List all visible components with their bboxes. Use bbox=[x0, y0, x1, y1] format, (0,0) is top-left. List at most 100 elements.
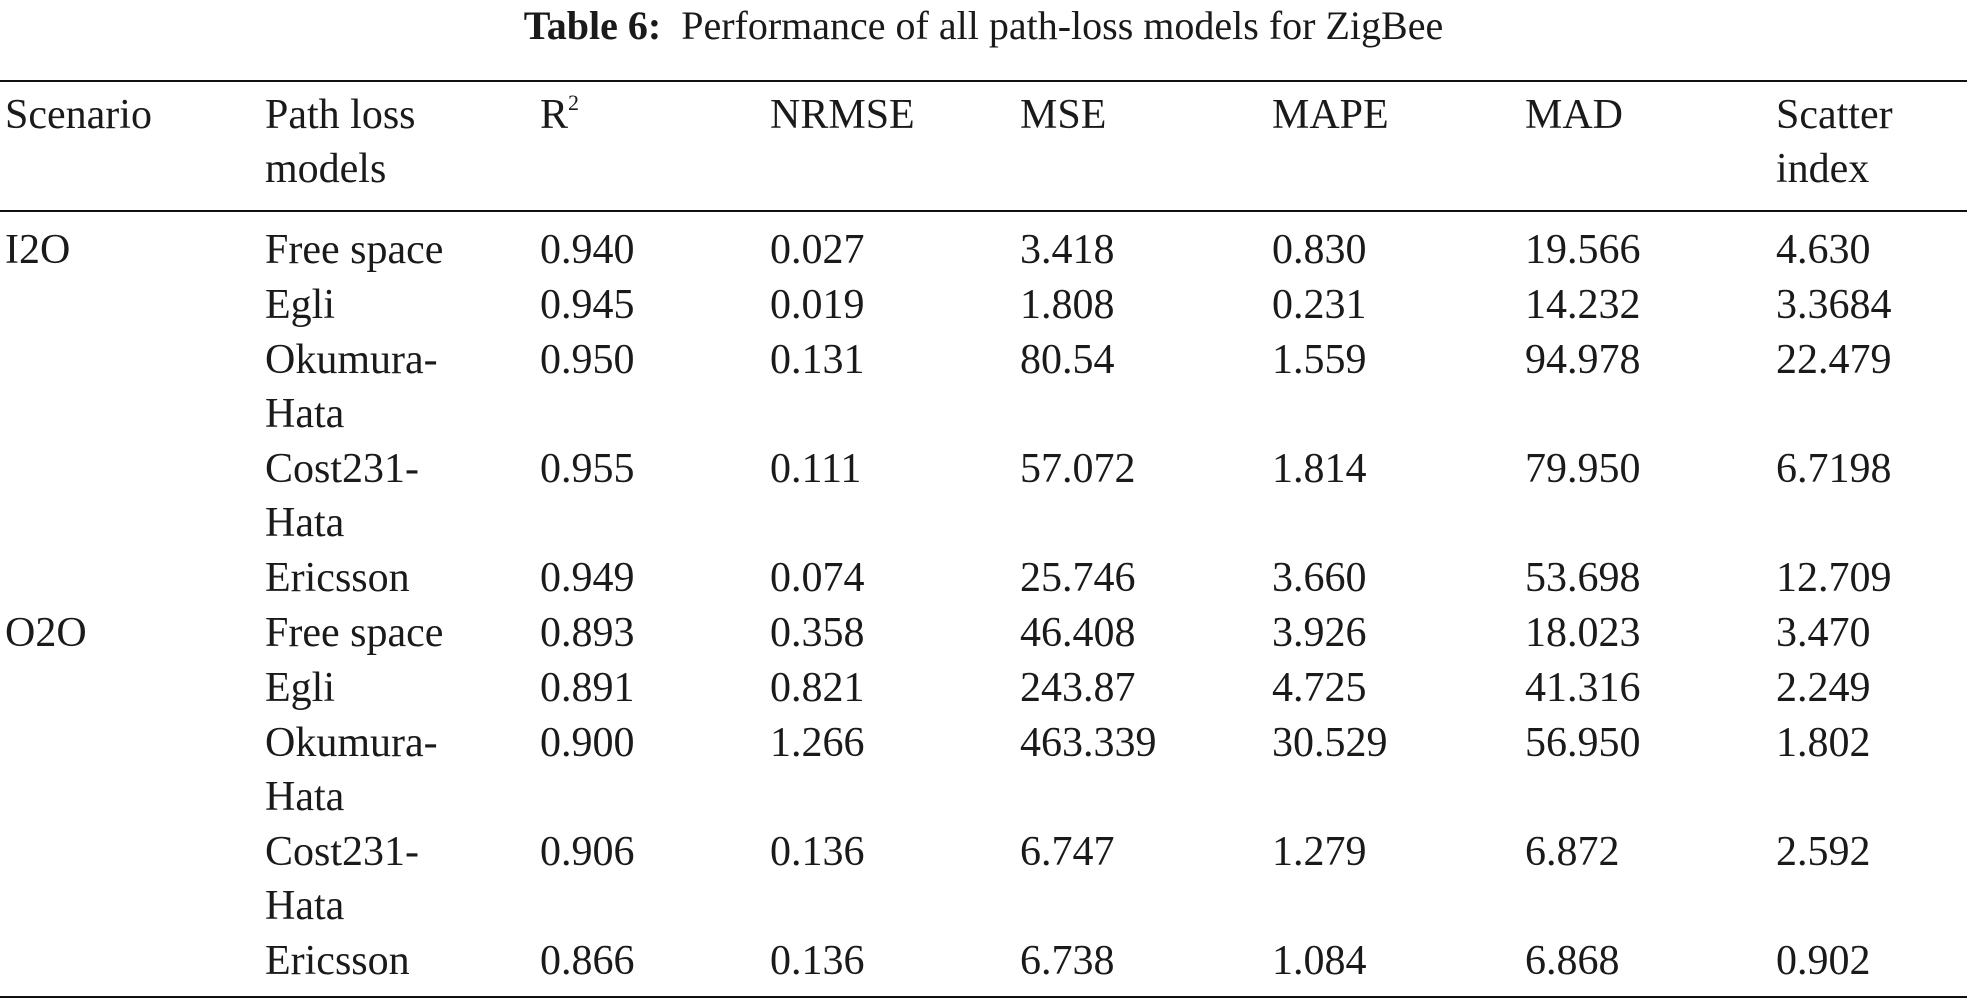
row-nrmse: 0.019 bbox=[770, 282, 865, 328]
row-mape: 3.660 bbox=[1272, 555, 1367, 601]
header-r-base: R bbox=[540, 92, 569, 138]
row-model-line1: Okumura- bbox=[265, 337, 438, 383]
row-model-line1: Cost231- bbox=[265, 829, 420, 875]
row-mape: 0.231 bbox=[1272, 282, 1367, 328]
row-model-line1: Cost231- bbox=[265, 446, 420, 492]
row-mse: 57.072 bbox=[1020, 446, 1136, 492]
row-r-squared: 0.955 bbox=[540, 446, 635, 492]
row-model-line1: Free space bbox=[265, 227, 444, 273]
row-model-line2: Hata bbox=[265, 774, 345, 820]
row-r-squared: 0.949 bbox=[540, 555, 635, 601]
row-model-line1: Egli bbox=[265, 282, 335, 328]
row-r-squared: 0.900 bbox=[540, 720, 635, 766]
table-number: Table 6: bbox=[523, 3, 662, 48]
row-model-line1: Ericsson bbox=[265, 938, 410, 984]
bottom-rule bbox=[0, 996, 1967, 998]
row-r-squared: 0.906 bbox=[540, 829, 635, 875]
row-mse: 46.408 bbox=[1020, 610, 1136, 656]
row-mad: 19.566 bbox=[1525, 227, 1641, 273]
row-scenario: O2O bbox=[5, 610, 87, 656]
row-r-squared: 0.940 bbox=[540, 227, 635, 273]
row-mad: 79.950 bbox=[1525, 446, 1641, 492]
row-path-loss-model: Free space bbox=[265, 606, 443, 660]
row-model-line2: Hata bbox=[265, 500, 345, 546]
row-path-loss-model: Okumura- Hata bbox=[265, 716, 438, 824]
row-mape: 1.814 bbox=[1272, 446, 1367, 492]
row-scatter-index: 2.249 bbox=[1776, 665, 1871, 711]
row-mape: 0.830 bbox=[1272, 227, 1367, 273]
header-r-squared: R2 bbox=[540, 88, 579, 142]
row-r-squared: 0.945 bbox=[540, 282, 635, 328]
header-mape: MAPE bbox=[1272, 92, 1389, 138]
row-mad: 41.316 bbox=[1525, 665, 1641, 711]
row-mse: 80.54 bbox=[1020, 337, 1115, 383]
row-mape: 3.926 bbox=[1272, 610, 1367, 656]
row-path-loss-model: Ericsson bbox=[265, 551, 410, 605]
row-model-line1: Free space bbox=[265, 610, 444, 656]
row-mse: 243.87 bbox=[1020, 665, 1136, 711]
header-nrmse: NRMSE bbox=[770, 92, 915, 138]
header-path-loss-line1: Path loss bbox=[265, 92, 416, 138]
row-mape: 1.084 bbox=[1272, 938, 1367, 984]
row-scatter-index: 6.7198 bbox=[1776, 446, 1892, 492]
row-mse: 3.418 bbox=[1020, 227, 1115, 273]
row-path-loss-model: Okumura- Hata bbox=[265, 333, 438, 441]
row-path-loss-model: Free space bbox=[265, 223, 443, 277]
row-nrmse: 0.136 bbox=[770, 938, 865, 984]
row-scatter-index: 4.630 bbox=[1776, 227, 1871, 273]
row-mad: 53.698 bbox=[1525, 555, 1641, 601]
header-scatter-line2: index bbox=[1776, 146, 1870, 192]
row-scatter-index: 2.592 bbox=[1776, 829, 1871, 875]
header-mad: MAD bbox=[1525, 92, 1624, 138]
row-nrmse: 0.111 bbox=[770, 446, 862, 492]
row-nrmse: 0.027 bbox=[770, 227, 865, 273]
row-scatter-index: 12.709 bbox=[1776, 555, 1892, 601]
row-path-loss-model: Cost231- Hata bbox=[265, 825, 419, 933]
row-mse: 463.339 bbox=[1020, 720, 1157, 766]
row-scatter-index: 22.479 bbox=[1776, 337, 1892, 383]
row-path-loss-model: Ericsson bbox=[265, 934, 410, 988]
row-mape: 1.279 bbox=[1272, 829, 1367, 875]
row-mad: 94.978 bbox=[1525, 337, 1641, 383]
top-rule bbox=[0, 80, 1967, 82]
row-mape: 1.559 bbox=[1272, 337, 1367, 383]
row-mape: 4.725 bbox=[1272, 665, 1367, 711]
row-mad: 18.023 bbox=[1525, 610, 1641, 656]
row-r-squared: 0.891 bbox=[540, 665, 635, 711]
header-mse: MSE bbox=[1020, 92, 1107, 138]
row-nrmse: 0.136 bbox=[770, 829, 865, 875]
header-scatter-index: Scatter index bbox=[1776, 88, 1893, 196]
row-model-line1: Ericsson bbox=[265, 555, 410, 601]
row-nrmse: 0.131 bbox=[770, 337, 865, 383]
row-r-squared: 0.950 bbox=[540, 337, 635, 383]
row-scatter-index: 3.3684 bbox=[1776, 282, 1892, 328]
row-mape: 30.529 bbox=[1272, 720, 1388, 766]
row-r-squared: 0.893 bbox=[540, 610, 635, 656]
row-mse: 6.747 bbox=[1020, 829, 1115, 875]
row-scatter-index: 3.470 bbox=[1776, 610, 1871, 656]
row-mse: 25.746 bbox=[1020, 555, 1136, 601]
row-scenario: I2O bbox=[5, 227, 71, 273]
row-mse: 1.808 bbox=[1020, 282, 1115, 328]
row-path-loss-model: Egli bbox=[265, 278, 335, 332]
row-scatter-index: 0.902 bbox=[1776, 938, 1871, 984]
header-path-loss-models: Path loss models bbox=[265, 88, 416, 196]
header-r-superscript: 2 bbox=[568, 90, 580, 115]
header-rule bbox=[0, 210, 1967, 212]
row-nrmse: 0.074 bbox=[770, 555, 865, 601]
table-title: Performance of all path-loss models for … bbox=[681, 3, 1444, 48]
table-caption: Table 6: Performance of all path-loss mo… bbox=[0, 0, 1967, 52]
row-mad: 14.232 bbox=[1525, 282, 1641, 328]
row-nrmse: 1.266 bbox=[770, 720, 865, 766]
row-mad: 6.868 bbox=[1525, 938, 1620, 984]
row-mad: 6.872 bbox=[1525, 829, 1620, 875]
row-mse: 6.738 bbox=[1020, 938, 1115, 984]
row-model-line2: Hata bbox=[265, 391, 345, 437]
row-r-squared: 0.866 bbox=[540, 938, 635, 984]
header-scatter-line1: Scatter bbox=[1776, 92, 1893, 138]
header-path-loss-line2: models bbox=[265, 146, 387, 192]
row-path-loss-model: Cost231- Hata bbox=[265, 442, 419, 550]
row-nrmse: 0.358 bbox=[770, 610, 865, 656]
row-mad: 56.950 bbox=[1525, 720, 1641, 766]
row-scatter-index: 1.802 bbox=[1776, 720, 1871, 766]
